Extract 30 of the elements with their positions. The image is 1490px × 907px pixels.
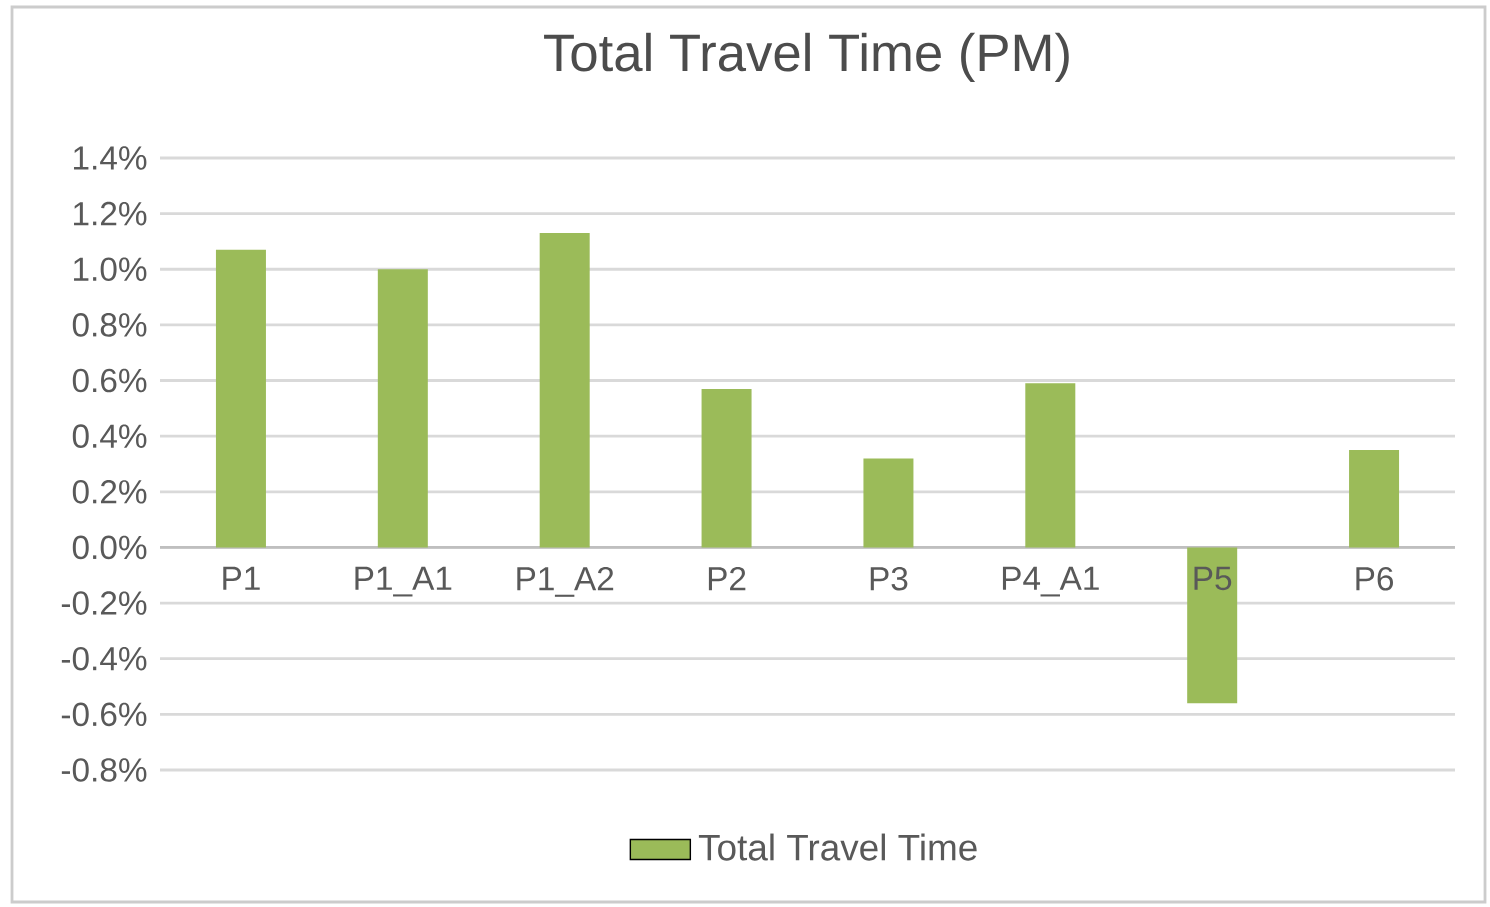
bar (1349, 450, 1400, 548)
y-tick-label: -0.4% (61, 646, 147, 671)
x-tick-label: P2 (708, 566, 746, 591)
y-tick-label: 0.0% (72, 535, 147, 560)
x-tick-label: P1_A1 (355, 566, 452, 597)
bar (701, 388, 752, 548)
y-tick-label: 1.4% (74, 146, 147, 170)
x-tick-label: P3 (870, 566, 908, 591)
y-tick-label: 0.6% (72, 368, 147, 393)
x-tick-label: P1_A2 (517, 566, 614, 597)
y-tick-label: -0.8% (61, 758, 147, 782)
bar (1025, 383, 1076, 548)
legend-label: Total Travel Time (698, 833, 977, 861)
y-tick-label: -0.6% (61, 702, 147, 727)
y-tick-label: 0.4% (72, 424, 147, 448)
bar (1187, 547, 1238, 704)
x-tick-label: P1 (223, 566, 260, 590)
x-tick-label: P4_A1 (1002, 566, 1099, 597)
x-tick-label: P6 (1356, 566, 1393, 591)
y-tick-label: -0.2% (61, 591, 147, 615)
y-tick-label: 1.0% (74, 257, 147, 282)
y-tick-label: 0.8% (72, 313, 147, 337)
chart-title: Total Travel Time (PM) (544, 32, 1069, 82)
bar (863, 458, 914, 548)
x-tick-label: P5 (1194, 566, 1232, 591)
y-tick-label: 0.2% (72, 479, 147, 504)
y-tick-label: 1.2% (74, 201, 147, 226)
bar (539, 233, 590, 548)
bar (377, 269, 428, 548)
bar (215, 249, 266, 548)
